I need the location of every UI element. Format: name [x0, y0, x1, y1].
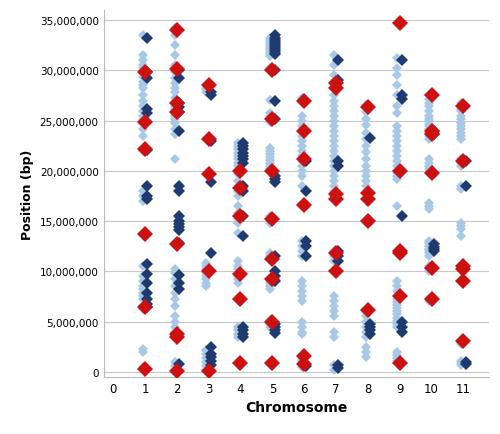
Y-axis label: Position (bp): Position (bp) [21, 149, 34, 239]
X-axis label: Chromosome: Chromosome [245, 400, 348, 414]
